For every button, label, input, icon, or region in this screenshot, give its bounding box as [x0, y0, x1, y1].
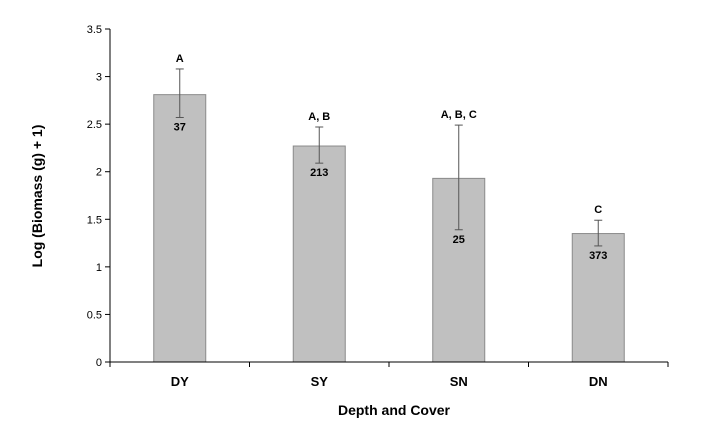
x-axis-ticks: DY SY SN DN	[109, 362, 669, 389]
bar-count-label: 37	[174, 121, 186, 133]
y-tick-label: 3.5	[87, 24, 102, 36]
y-tick-label: 0	[96, 357, 102, 369]
bar-count-label: 25	[453, 234, 465, 246]
data-labels: A 37 A, B 213 A, B, C 25 C 373	[174, 53, 608, 262]
significance-label: A, B, C	[441, 109, 477, 121]
x-category-label: SN	[450, 374, 468, 389]
bar-dn	[571, 233, 625, 363]
x-category-label: DN	[589, 374, 608, 389]
bar-dy	[153, 94, 207, 363]
y-tick-label: 0.5	[87, 309, 102, 321]
significance-label: A, B	[308, 111, 330, 123]
error-bars	[175, 68, 603, 247]
y-tick-label: 1.5	[87, 214, 102, 226]
significance-label: C	[594, 204, 602, 216]
x-category-label: SY	[311, 374, 329, 389]
x-category-label: DY	[171, 374, 189, 389]
bars	[153, 94, 625, 363]
bar-sy	[292, 145, 346, 363]
y-tick-label: 1	[96, 262, 102, 274]
y-axis-title: Log (Biomass (g) + 1)	[29, 125, 45, 268]
bar-count-label: 373	[589, 250, 607, 262]
y-axis-ticks: 0 0.5 1 1.5 2 2.5 3 3.5	[87, 24, 110, 369]
y-tick-label: 2.5	[87, 119, 102, 131]
bar-count-label: 213	[310, 167, 328, 179]
significance-label: A	[176, 53, 184, 65]
y-tick-label: 3	[96, 72, 102, 84]
y-tick-label: 2	[96, 167, 102, 179]
x-axis-title: Depth and Cover	[338, 402, 451, 418]
